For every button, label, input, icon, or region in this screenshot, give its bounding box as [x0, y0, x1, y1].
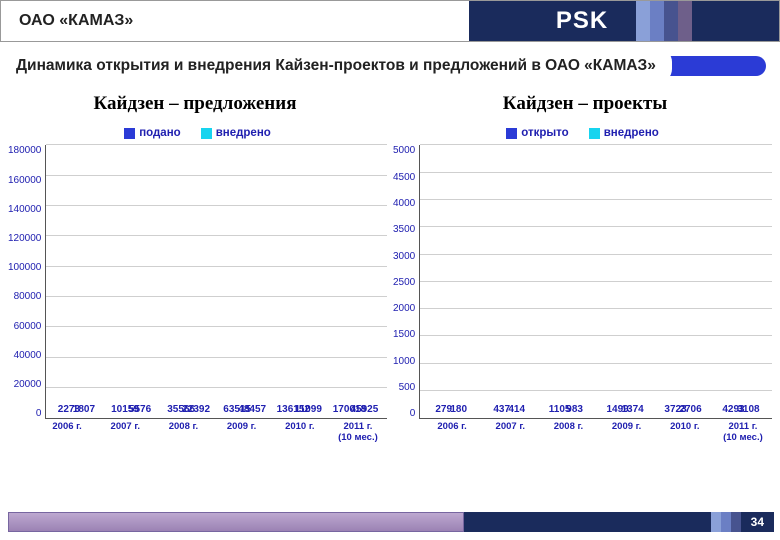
y-tick-label: 20000	[14, 379, 42, 390]
legend-label: подано	[139, 127, 181, 139]
bar-value-label: 45925	[350, 404, 378, 415]
charts-row: подано внедрено 180000 160000 140000 120000 10…	[0, 115, 780, 443]
legend-item: внедрено	[589, 127, 659, 139]
bars-row: 2791804374141105983149913743723270642933…	[420, 145, 772, 418]
y-axis: 180000 160000 140000 120000 100000 80000 60000…	[8, 145, 45, 419]
legend-item: подано	[124, 127, 181, 139]
legend-label: внедрено	[216, 127, 271, 139]
x-tick-label: 2006 г.	[38, 422, 96, 443]
chart-titles-row: Кайдзен – предложения Кайдзен – проекты	[0, 93, 780, 115]
bars-row: 2273180710159557635566223926351548457136…	[46, 145, 387, 418]
y-tick-label: 4000	[393, 198, 415, 209]
x-tick-label: 2007 г.	[481, 422, 539, 443]
y-tick-label: 4500	[393, 172, 415, 183]
legend-item: внедрено	[201, 127, 271, 139]
y-tick-label: 180000	[8, 145, 41, 156]
plot-area: 2791804374141105983149913743723270642933…	[419, 145, 772, 419]
plot-wrap: 5000450040003500300025002000150010005000…	[393, 145, 772, 419]
header-stripes	[636, 1, 692, 41]
x-axis: 2006 г.2007 г.2008 г.2009 г.2010 г.2011 …	[393, 422, 772, 443]
x-tick-label: 2010 г.	[271, 422, 329, 443]
legend-item: открыто	[506, 127, 568, 139]
y-tick-label: 100000	[8, 262, 41, 273]
y-tick-label: 0	[36, 408, 42, 419]
stripe	[650, 1, 664, 41]
x-tick-label: 2009 г.	[213, 422, 271, 443]
stripe	[721, 512, 731, 532]
legend-label: внедрено	[604, 127, 659, 139]
chart-legend: открыто внедрено	[393, 127, 772, 139]
x-tick-label: 2010 г.	[656, 422, 714, 443]
plot-wrap: 180000 160000 140000 120000 100000 80000 60000…	[8, 145, 387, 419]
footer-left	[8, 512, 464, 532]
subtitle-tail	[658, 56, 766, 76]
y-tick-label: 140000	[8, 204, 41, 215]
y-tick-label: 80000	[14, 291, 42, 302]
bar-value-label: 48457	[238, 404, 266, 415]
y-tick-label: 0	[410, 408, 416, 419]
y-tick-label: 60000	[14, 321, 42, 332]
stripe	[731, 512, 741, 532]
y-tick-label: 2000	[393, 303, 415, 314]
header-bar: ОАО «КАМАЗ» PSK	[0, 0, 780, 42]
x-axis: 2006 г.2007 г.2008 г.2009 г.2010 г.2011 …	[8, 422, 387, 443]
bar-value-label: 1807	[73, 404, 95, 415]
company-name: ОАО «КАМАЗ»	[1, 1, 469, 41]
x-tick-label: 2011 г.(10 мес.)	[329, 422, 387, 443]
stripe	[664, 1, 678, 41]
legend-swatch	[589, 128, 600, 139]
chart-title-right: Кайдзен – проекты	[390, 93, 780, 115]
bar-value-label: 2706	[679, 404, 701, 415]
page-number: 34	[741, 515, 774, 529]
legend-swatch	[124, 128, 135, 139]
bar-value-label: 3108	[737, 404, 759, 415]
chart-right: открытовнедрено5000450040003500300025002…	[393, 119, 772, 443]
x-tick-label: 2007 г.	[96, 422, 154, 443]
chart-legend: подано внедрено	[8, 127, 387, 139]
bar-value-label: 180	[450, 404, 467, 415]
footer-bar: 34	[8, 512, 774, 532]
bar-value-label: 1374	[621, 404, 643, 415]
legend-swatch	[506, 128, 517, 139]
legend-label: открыто	[521, 127, 568, 139]
legend-swatch	[201, 128, 212, 139]
footer-right: 34	[464, 512, 774, 532]
chart-left: подано внедрено 180000 160000 140000 120000 10…	[8, 119, 387, 443]
x-tick-label: 2009 г.	[598, 422, 656, 443]
x-tick-label: 2011 г.(10 мес.)	[714, 422, 772, 443]
y-tick-label: 160000	[8, 175, 41, 186]
y-tick-label: 1500	[393, 329, 415, 340]
y-tick-label: 3000	[393, 251, 415, 262]
slide-subtitle: Динамика открытия и внедрения Кайзен-про…	[6, 48, 672, 83]
plot-area: 2273180710159557635566223926351548457136…	[45, 145, 387, 419]
x-tick-label: 2006 г.	[423, 422, 481, 443]
subtitle-container: Динамика открытия и внедрения Кайзен-про…	[0, 42, 780, 87]
chart-title-left: Кайдзен – предложения	[0, 93, 390, 115]
y-axis: 5000450040003500300025002000150010005000	[393, 145, 419, 419]
bar-value-label: 5576	[129, 404, 151, 415]
stripe	[711, 512, 721, 532]
y-tick-label: 5000	[393, 145, 415, 156]
bar-value-label: 983	[566, 404, 583, 415]
logo-text: PSK	[556, 7, 608, 35]
y-tick-label: 1000	[393, 356, 415, 367]
bar-value-label: 22392	[182, 404, 210, 415]
y-tick-label: 40000	[14, 350, 42, 361]
y-tick-label: 3500	[393, 224, 415, 235]
bar-value-label: 11099	[295, 404, 322, 415]
y-tick-label: 2500	[393, 277, 415, 288]
bar-value-label: 414	[508, 404, 525, 415]
x-tick-label: 2008 г.	[539, 422, 597, 443]
stripe	[678, 1, 692, 41]
x-tick-label: 2008 г.	[154, 422, 212, 443]
footer-stripes	[711, 512, 741, 532]
header-logo-block: PSK	[469, 1, 779, 41]
y-tick-label: 120000	[8, 233, 41, 244]
stripe	[636, 1, 650, 41]
y-tick-label: 500	[399, 382, 416, 393]
